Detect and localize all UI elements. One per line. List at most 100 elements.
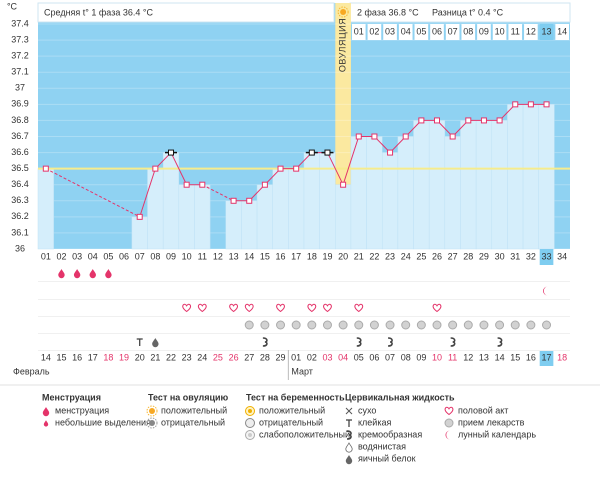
icon-shape [146, 417, 158, 429]
cycle-day-label: 22 [369, 251, 379, 261]
month-label: Февраль [13, 366, 50, 376]
temperature-point [277, 165, 284, 172]
cycle-day-label: 02 [56, 251, 66, 261]
phase2-day-label: 06 [432, 26, 442, 36]
icon-shape [432, 303, 442, 313]
date-label: 05 [354, 352, 364, 362]
icon-shape [387, 337, 393, 347]
temperature-point [340, 181, 347, 188]
y-axis-label: °C [7, 1, 18, 11]
date-label: 18 [103, 352, 113, 362]
icon-preg_neg [245, 418, 255, 428]
icon-pill [338, 320, 348, 330]
cycle-day-label: 13 [229, 251, 239, 261]
icon-shape [307, 303, 317, 313]
icon-shape [322, 320, 332, 330]
phase2-cell [508, 24, 523, 40]
date-label: 26 [229, 352, 239, 362]
temperature-point [402, 133, 409, 140]
date-label: 18 [557, 352, 567, 362]
icon-shape [356, 337, 362, 347]
cycle-day-label: 18 [307, 251, 317, 261]
icon-intercourse [323, 303, 332, 313]
icon-moon [543, 286, 548, 296]
phase2-day-label: 04 [401, 26, 411, 36]
temperature-point [261, 181, 268, 188]
icon-shape [354, 303, 364, 313]
y-tick-label: 36.1 [11, 227, 29, 237]
y-tick-label: 36.5 [11, 163, 29, 173]
icon-shape [510, 320, 520, 330]
icon-creamy [262, 337, 268, 347]
temperature-bar [178, 184, 195, 250]
temperature-point [418, 117, 425, 124]
month-label: Март [291, 366, 313, 376]
icon-shape [542, 320, 552, 330]
icon-preg_pos [245, 406, 255, 416]
icon-shape [445, 430, 450, 440]
cycle-day-label: 17 [291, 251, 301, 261]
date-label: 28 [260, 352, 270, 362]
icon-shape [369, 320, 379, 330]
phase2-day-label: 07 [448, 26, 458, 36]
cycle-day-label: 06 [119, 251, 129, 261]
cycle-day-label: 34 [557, 251, 567, 261]
cycle-day-label: 16 [276, 251, 286, 261]
icon-shape [401, 320, 411, 330]
phase2-day-label: 02 [369, 26, 379, 36]
icon-shape [197, 303, 207, 313]
temperature-bar [366, 136, 383, 250]
ovulation-label: ОВУЛЯЦИЯ [337, 18, 347, 72]
phase2-cell [445, 24, 460, 40]
legend-label: сухо [358, 405, 376, 415]
icon-shape [416, 320, 426, 330]
icon-shape [345, 407, 353, 415]
date-label: 21 [150, 352, 160, 362]
date-label: 12 [463, 352, 473, 362]
date-label: 14 [495, 352, 505, 362]
temperature-point [183, 181, 190, 188]
icon-pill [432, 320, 442, 330]
icon-shape [450, 337, 456, 347]
date-label: 08 [401, 352, 411, 362]
icon-shape [354, 320, 364, 330]
icon-spotting [43, 420, 49, 427]
temperature-point [42, 165, 49, 172]
icon-shape [182, 303, 192, 313]
phase2-cell [477, 24, 491, 40]
icon-pill [526, 320, 536, 330]
header-difference: Разница t° 0.4 °C [432, 7, 504, 17]
temperature-point [527, 101, 534, 108]
icon-pill [354, 320, 364, 330]
icon-intercourse [229, 303, 239, 313]
icon-pill [291, 320, 301, 330]
icon-shape [244, 303, 254, 313]
temperature-bar [162, 152, 180, 250]
icon-moon [445, 430, 450, 440]
y-tick-label: 36.2 [11, 211, 29, 221]
cycle-day-label: 32 [526, 251, 536, 261]
icon-shape [149, 408, 155, 414]
temperature-bar [491, 120, 508, 250]
date-label: 16 [526, 352, 536, 362]
icon-pill [307, 320, 317, 330]
icon-creamy [450, 337, 456, 347]
cycle-day-label: 25 [416, 251, 426, 261]
icon-shape [337, 6, 349, 18]
y-tick-label: 36 [15, 243, 25, 253]
date-label: 25 [213, 352, 223, 362]
y-tick-label: 36.4 [11, 179, 29, 189]
phase2-day-label: 09 [479, 26, 489, 36]
cycle-day-label: 24 [401, 251, 411, 261]
icon-pill [322, 320, 332, 330]
icon-shape [338, 320, 348, 330]
icon-ovu_pos [337, 6, 349, 18]
date-label: 11 [448, 352, 457, 362]
temperature-bar [507, 104, 524, 250]
phase2-day-label: 03 [385, 26, 395, 36]
icon-creamy [346, 430, 352, 440]
header-phase2: 2 фаза 36.8 °C [357, 7, 419, 17]
date-label: 17 [542, 352, 552, 362]
